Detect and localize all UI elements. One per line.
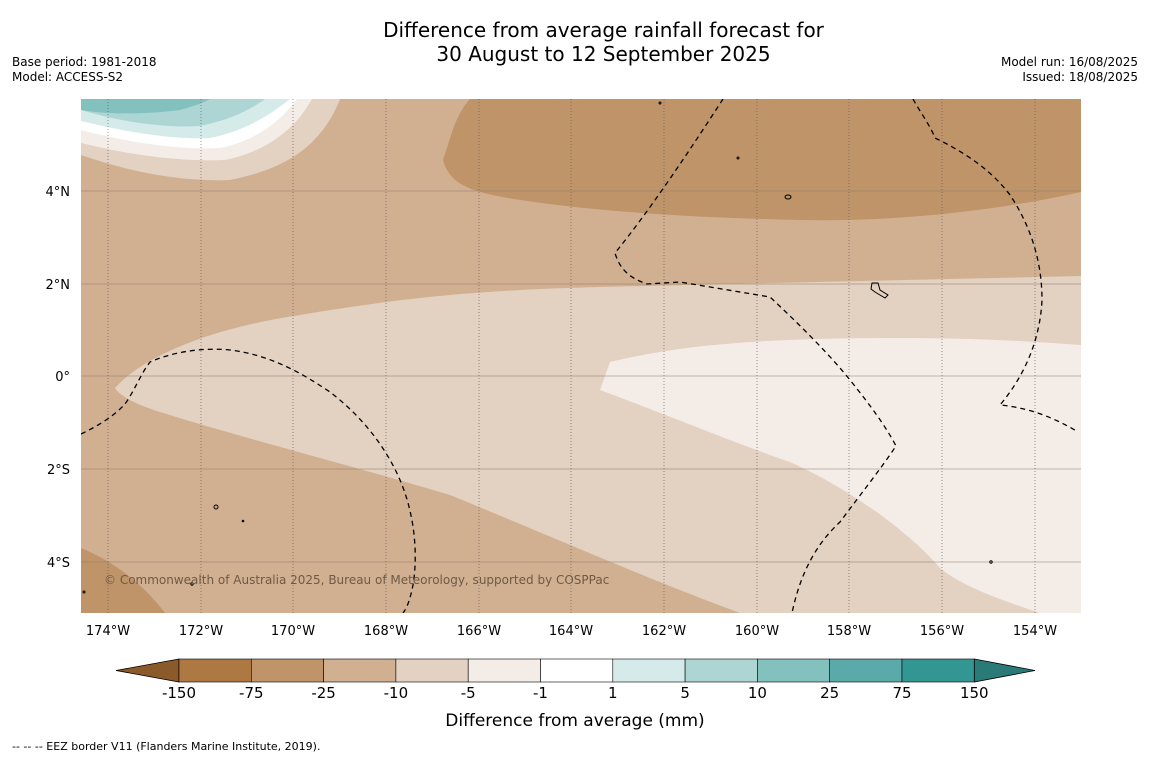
- model-run: Model run: 16/08/2025: [1000, 55, 1138, 69]
- legend-swatch: [757, 658, 831, 683]
- lat-label: 4°S: [47, 556, 70, 571]
- legend-swatch: [323, 658, 397, 683]
- map-plot-area: © Commonwealth of Australia 2025, Bureau…: [81, 99, 1081, 613]
- legend-tick-label: 150: [960, 684, 989, 702]
- anomaly-band--75-to--25-southwest: [81, 548, 165, 613]
- copyright-text: © Commonwealth of Australia 2025, Bureau…: [104, 573, 609, 587]
- lon-label: 156°W: [920, 624, 964, 639]
- legend-swatch: [251, 658, 324, 683]
- anomaly-band-10-to-25-northwest: [81, 99, 210, 114]
- lon-label: 172°W: [179, 624, 223, 639]
- lat-label: 0°: [55, 370, 70, 385]
- legend-swatch: [612, 658, 686, 683]
- lon-label: 170°W: [271, 624, 315, 639]
- legend-swatch: [178, 658, 252, 683]
- island-outlines: [82, 101, 993, 594]
- legend-tick-label: -75: [239, 684, 264, 702]
- lat-label: 2°N: [46, 278, 71, 293]
- island-6: [241, 519, 245, 523]
- island-4: [658, 101, 662, 105]
- legend-tick-label: 10: [748, 684, 767, 702]
- lon-label: 174°W: [86, 624, 130, 639]
- island-kiritimati: [870, 282, 889, 299]
- legend-tick-label: 25: [820, 684, 839, 702]
- lat-label: 4°N: [46, 185, 71, 200]
- legend-swatch: [684, 658, 758, 683]
- legend-arrow-right: [973, 658, 1036, 683]
- lon-label: 164°W: [549, 624, 593, 639]
- lon-label: 162°W: [642, 624, 686, 639]
- color-legend: -150 -75 -25 -10 -5 -1 1 5 10 25 75 150: [115, 658, 1036, 702]
- legend-swatch: [467, 658, 541, 683]
- legend-title: Difference from average (mm): [445, 711, 704, 731]
- base-period: Base period: 1981-2018: [12, 55, 157, 69]
- island-2: [213, 504, 219, 510]
- title-line-1: Difference from average rainfall forecas…: [383, 18, 824, 42]
- page-title: Difference from average rainfall forecas…: [0, 18, 1150, 66]
- legend-tick-label: -150: [162, 684, 196, 702]
- legend-tick-label: 75: [892, 684, 911, 702]
- legend-tick-label: -5: [461, 684, 476, 702]
- eez-border-lines: [81, 99, 1079, 613]
- legend-tick-label: -10: [384, 684, 409, 702]
- legend-tick-label: -25: [311, 684, 336, 702]
- meta-left: Base period: 1981-2018 Model: ACCESS-S2: [12, 55, 157, 85]
- latitude-gridlines: [81, 190, 1081, 563]
- island-8: [82, 590, 86, 594]
- latitude-labels: 4°N 2°N 0° 2°S 4°S: [46, 185, 71, 571]
- island-7: [989, 560, 993, 564]
- lon-label: 158°W: [827, 624, 871, 639]
- issued-date: Issued: 18/08/2025: [1022, 70, 1138, 84]
- anomaly-band--5-to--1: [600, 338, 1081, 613]
- anomaly-band--75-to--25-north: [443, 99, 1081, 221]
- footnote: -- -- -- EEZ border V11 (Flanders Marine…: [12, 740, 321, 753]
- legend-swatch: [829, 658, 903, 683]
- island-1: [784, 194, 792, 200]
- legend-tick-label: -1: [533, 684, 548, 702]
- legend-swatch: [395, 658, 469, 683]
- eez-border-central: [614, 99, 897, 613]
- lon-label: 154°W: [1013, 624, 1057, 639]
- legend-swatch: [540, 658, 614, 683]
- model-name: Model: ACCESS-S2: [12, 70, 124, 84]
- island-5: [190, 582, 194, 586]
- lat-label: 2°S: [47, 463, 70, 478]
- island-3: [736, 156, 740, 160]
- eez-border-east: [912, 99, 1079, 433]
- title-line-2: 30 August to 12 September 2025: [436, 42, 771, 66]
- lon-label: 160°W: [735, 624, 779, 639]
- lon-label: 168°W: [364, 624, 408, 639]
- legend-arrow-left: [115, 658, 180, 683]
- lon-label: 166°W: [457, 624, 501, 639]
- longitude-labels: 174°W 172°W 170°W 168°W 166°W 164°W 162°…: [86, 624, 1057, 639]
- legend-tick-label: 1: [608, 684, 618, 702]
- meta-right: Model run: 16/08/2025 Issued: 18/08/2025: [1001, 55, 1138, 85]
- legend-swatch: [901, 658, 975, 683]
- legend-tick-label: 5: [680, 684, 690, 702]
